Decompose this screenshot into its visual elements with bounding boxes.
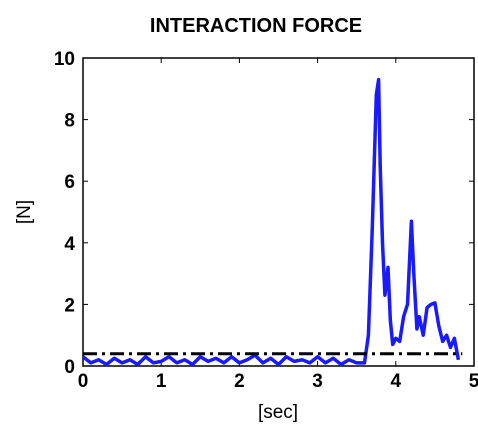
y-tick-label: 0 xyxy=(64,357,75,378)
x-tick-label: 5 xyxy=(469,371,478,392)
x-tick-label: 1 xyxy=(156,371,167,392)
x-axis-label: [sec] xyxy=(258,402,298,423)
y-axis-label: [N] xyxy=(14,200,35,224)
series-group xyxy=(81,77,463,367)
chart-title: INTERACTION FORCE xyxy=(150,15,362,37)
y-tick-label: 8 xyxy=(64,111,75,132)
x-tick-label: 3 xyxy=(312,371,323,392)
tick-labels: 0 1 2 3 4 5 0 2 4 6 8 10 xyxy=(54,49,478,392)
tick-marks xyxy=(82,57,475,367)
y-tick-label: 6 xyxy=(64,172,75,193)
y-tick-label: 10 xyxy=(54,49,75,70)
x-tick-label: 0 xyxy=(78,371,89,392)
force-series-line xyxy=(81,77,461,367)
x-tick-label: 4 xyxy=(391,371,402,392)
y-tick-label: 2 xyxy=(64,295,75,316)
x-tick-label: 2 xyxy=(234,371,245,392)
y-tick-label: 4 xyxy=(64,234,75,255)
